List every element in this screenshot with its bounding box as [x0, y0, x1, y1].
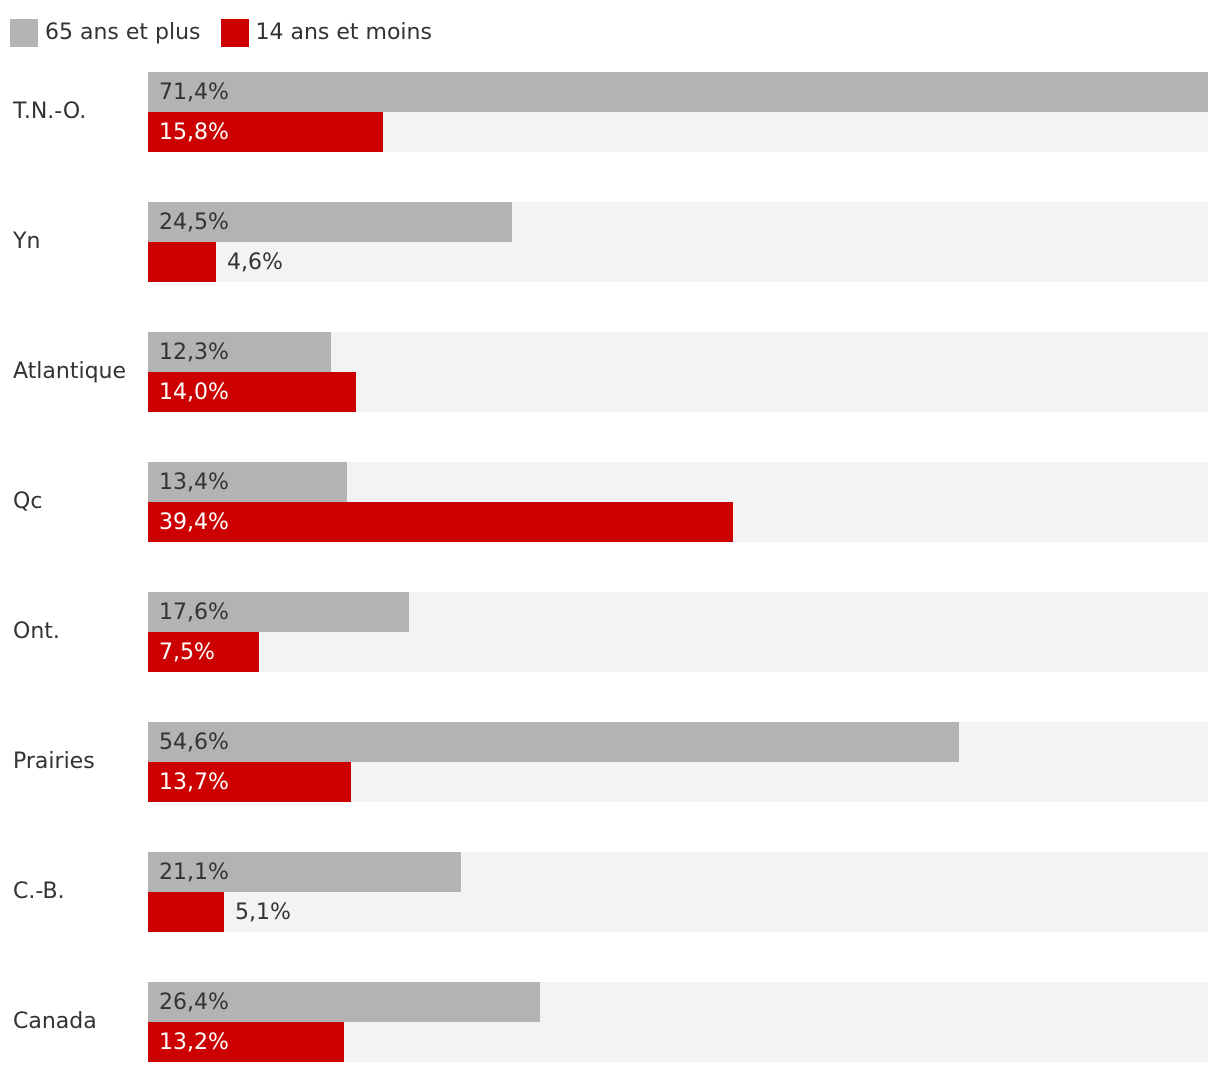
legend: 65 ans et plus 14 ans et moins [10, 18, 452, 48]
bar-youth-prairies [148, 762, 351, 802]
bar-youth-c-b [148, 892, 224, 932]
bar-senior-atlantique [148, 332, 331, 372]
legend-swatch-senior [10, 19, 38, 47]
value-label-senior-prairies: 54,6% [159, 730, 229, 755]
legend-label-youth: 14 ans et moins [255, 20, 432, 45]
legend-item-youth: 14 ans et moins [220, 19, 432, 47]
value-label-youth-atlantique: 14,0% [159, 380, 229, 405]
value-label-senior-t-n-o: 71,4% [159, 80, 229, 105]
bar-senior-canada [148, 982, 540, 1022]
bar-senior-c-b [148, 852, 461, 892]
category-label-atlantique: Atlantique [13, 359, 127, 384]
bar-youth-yn [148, 242, 216, 282]
category-label-canada: Canada [13, 1009, 97, 1034]
bar-senior-qc [148, 462, 347, 502]
category-label-t-n-o: T.N.-O. [13, 99, 87, 124]
value-label-senior-c-b: 21,1% [159, 860, 229, 885]
category-label-ont: Ont. [13, 619, 60, 644]
legend-swatch-youth [220, 19, 249, 47]
bar-senior-prairies [148, 722, 959, 762]
legend-label-senior: 65 ans et plus [45, 20, 201, 45]
bar-senior-yn [148, 202, 512, 242]
value-label-youth-ont: 7,5% [159, 640, 215, 665]
legend-item-senior: 65 ans et plus [10, 19, 201, 47]
value-label-senior-yn: 24,5% [159, 210, 229, 235]
value-label-senior-ont: 17,6% [159, 600, 229, 625]
category-label-qc: Qc [13, 489, 43, 514]
bar-youth-qc [148, 502, 733, 542]
bar-youth-canada [148, 1022, 344, 1062]
category-label-c-b: C.-B. [13, 879, 65, 904]
value-label-youth-qc: 39,4% [159, 510, 229, 535]
value-label-senior-qc: 13,4% [159, 470, 229, 495]
bar-senior-ont [148, 592, 409, 632]
value-label-youth-prairies: 13,7% [159, 770, 229, 795]
value-label-youth-canada: 13,2% [159, 1030, 229, 1055]
value-label-youth-t-n-o: 15,8% [159, 120, 229, 145]
value-label-senior-atlantique: 12,3% [159, 340, 229, 365]
value-label-youth-yn: 4,6% [227, 250, 283, 275]
category-label-prairies: Prairies [13, 749, 95, 774]
bar-youth-t-n-o [148, 112, 383, 152]
bar-youth-atlantique [148, 372, 356, 412]
value-label-youth-c-b: 5,1% [235, 900, 291, 925]
value-label-senior-canada: 26,4% [159, 990, 229, 1015]
bar-senior-t-n-o [148, 72, 1208, 112]
bar-youth-ont [148, 632, 259, 672]
category-label-yn: Yn [13, 229, 41, 254]
